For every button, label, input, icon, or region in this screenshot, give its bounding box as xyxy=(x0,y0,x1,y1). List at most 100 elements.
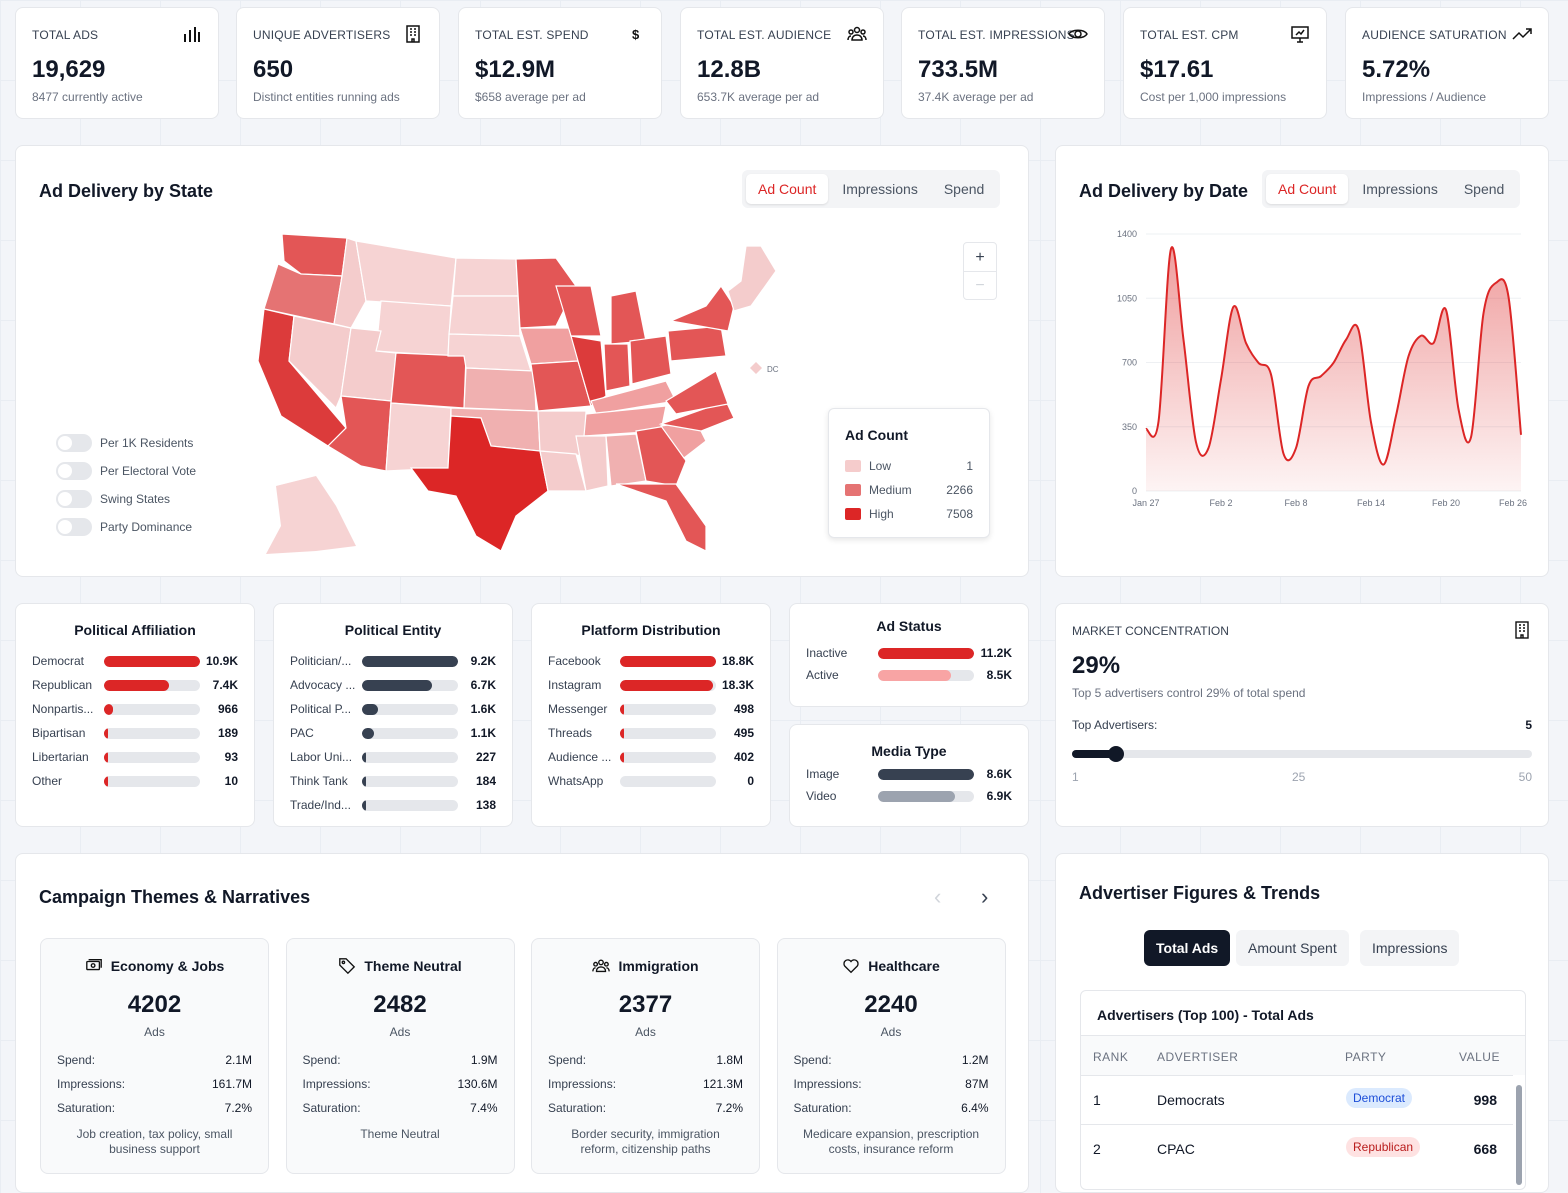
zoom-controls: + − xyxy=(963,242,997,300)
bar-label: Nonpartis... xyxy=(32,702,104,716)
legend-value: 1 xyxy=(966,459,973,473)
bar-row: Labor Uni...227 xyxy=(290,750,496,764)
kpi-subtext: 653.7K average per ad xyxy=(697,90,819,104)
amount-spent-button[interactable]: Amount Spent xyxy=(1236,930,1349,966)
theme-name: Immigration xyxy=(618,958,698,974)
theme-spend-value: 2.1M xyxy=(225,1053,252,1067)
presentation-icon xyxy=(1290,24,1310,44)
bar-track xyxy=(362,680,458,691)
state-nm[interactable] xyxy=(386,403,451,471)
market-value: 29% xyxy=(1072,652,1120,680)
theme-header: Healthcare xyxy=(778,957,1005,975)
state-oh[interactable] xyxy=(630,336,671,384)
advertiser-figures-card: Advertiser Figures & Trends Total Ads Am… xyxy=(1055,853,1549,1193)
bar-chart-icon xyxy=(182,24,202,44)
map-card: Ad Delivery by State Ad Count Impression… xyxy=(15,145,1029,577)
bar-value: 184 xyxy=(476,774,496,788)
table-row[interactable]: 1 Democrats Democrat 998 xyxy=(1081,1075,1513,1124)
table-scrollbar[interactable] xyxy=(1516,1085,1522,1185)
x-tick-label: Feb 2 xyxy=(1209,498,1232,508)
rank-cell: 1 xyxy=(1093,1092,1101,1108)
bar-track xyxy=(362,752,458,763)
impressions-button[interactable]: Impressions xyxy=(1360,930,1459,966)
table-row[interactable]: 2 CPAC Republican 668 xyxy=(1081,1124,1513,1173)
bar-value: 6.9K xyxy=(987,789,1012,803)
bar-label: Labor Uni... xyxy=(290,750,362,764)
bar-label: Republican xyxy=(32,678,104,692)
bar-value: 402 xyxy=(734,750,754,764)
bar-fill xyxy=(620,656,716,667)
legend-label: Low xyxy=(869,459,891,473)
theme-header: Immigration xyxy=(532,957,759,975)
theme-count: 2240 xyxy=(778,991,1005,1019)
state-pa[interactable] xyxy=(668,326,726,361)
state-ny[interactable] xyxy=(671,286,734,331)
rank-cell: 2 xyxy=(1093,1141,1101,1157)
slider-max: 50 xyxy=(1519,770,1532,784)
state-sd[interactable] xyxy=(449,296,520,336)
kpi-card: TOTAL EST. SPEND $ $12.9M $658 average p… xyxy=(458,7,662,119)
bar-track xyxy=(362,656,458,667)
state-mi[interactable] xyxy=(611,291,646,344)
theme-impressions-value: 161.7M xyxy=(212,1077,252,1091)
card-title: Ad Status xyxy=(790,618,1028,634)
theme-saturation-value: 7.4% xyxy=(470,1101,497,1115)
prev-button[interactable]: ‹ xyxy=(934,884,941,910)
bar-value: 18.8K xyxy=(722,654,754,668)
dc-marker[interactable] xyxy=(750,362,762,374)
kpi-subtext: $658 average per ad xyxy=(475,90,586,104)
next-button[interactable]: › xyxy=(981,884,988,910)
theme-description: Border security, immigration reform, cit… xyxy=(552,1127,739,1157)
bar-label: Politician/... xyxy=(290,654,362,668)
theme-unit: Ads xyxy=(778,1025,1005,1039)
theme-spend: Spend:2.1M xyxy=(57,1053,252,1067)
y-tick-label: 0 xyxy=(1132,486,1137,496)
state-wy[interactable] xyxy=(376,301,451,356)
bar-value: 189 xyxy=(218,726,238,740)
bar-track xyxy=(620,728,716,739)
state-ak[interactable] xyxy=(266,476,356,554)
x-tick-label: Jan 27 xyxy=(1132,498,1159,508)
date-chart-card: Ad Delivery by Date Ad Count Impressions… xyxy=(1055,145,1549,577)
state-mt[interactable] xyxy=(356,241,456,306)
top-advertisers-slider[interactable] xyxy=(1072,750,1532,758)
legend-swatch xyxy=(845,484,861,496)
theme-spend: Spend:1.8M xyxy=(548,1053,743,1067)
state-ne-region[interactable] xyxy=(728,246,776,311)
bar-label: Think Tank xyxy=(290,774,362,788)
bar-fill xyxy=(104,728,108,739)
state-ks[interactable] xyxy=(464,368,536,411)
advertiser-cell: CPAC xyxy=(1157,1141,1195,1157)
theme-impressions-value: 121.3M xyxy=(703,1077,743,1091)
state-in[interactable] xyxy=(604,344,630,391)
state-co[interactable] xyxy=(391,353,466,408)
total-ads-button[interactable]: Total Ads xyxy=(1144,930,1230,966)
slider-thumb[interactable] xyxy=(1108,746,1124,762)
theme-spend-label: Spend: xyxy=(303,1053,341,1067)
bar-value: 1.6K xyxy=(471,702,496,716)
state-la[interactable] xyxy=(540,451,586,491)
state-nd[interactable] xyxy=(453,258,518,296)
theme-unit: Ads xyxy=(41,1025,268,1039)
zoom-out-button[interactable]: − xyxy=(964,272,996,300)
zoom-in-button[interactable]: + xyxy=(964,243,996,272)
bar-track xyxy=(878,648,974,659)
bar-label: Active xyxy=(806,668,878,682)
bar-track xyxy=(878,791,974,802)
theme-saturation-label: Saturation: xyxy=(794,1101,852,1115)
state-ia[interactable] xyxy=(520,328,578,364)
theme-count: 2377 xyxy=(532,991,759,1019)
state-fl[interactable] xyxy=(616,484,706,551)
bar-fill xyxy=(362,680,432,691)
